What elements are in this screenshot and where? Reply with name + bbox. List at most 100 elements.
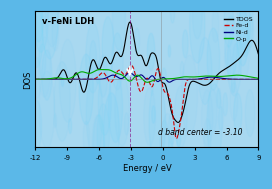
Circle shape <box>223 93 227 116</box>
Fe-d <box>212 78 215 81</box>
Circle shape <box>234 93 242 134</box>
Circle shape <box>224 0 234 47</box>
Ni-d <box>34 78 37 81</box>
Circle shape <box>168 45 171 57</box>
Circle shape <box>61 74 64 87</box>
O-p <box>187 76 191 78</box>
Circle shape <box>83 121 89 153</box>
Circle shape <box>162 114 173 169</box>
Circle shape <box>190 0 205 63</box>
Circle shape <box>198 38 212 105</box>
Circle shape <box>217 88 221 108</box>
Y-axis label: DOS: DOS <box>24 70 33 89</box>
Circle shape <box>207 84 222 160</box>
Circle shape <box>98 71 111 135</box>
Ni-d <box>212 76 215 78</box>
Circle shape <box>90 41 97 74</box>
TDOS <box>57 76 60 78</box>
Circle shape <box>115 75 129 146</box>
Text: d band center = -3.10: d band center = -3.10 <box>158 128 243 136</box>
Circle shape <box>86 73 103 155</box>
TDOS <box>128 21 131 23</box>
Circle shape <box>52 17 59 51</box>
Fe-d <box>132 68 135 70</box>
Circle shape <box>93 115 104 170</box>
Circle shape <box>247 15 254 47</box>
O-p <box>57 77 60 79</box>
Circle shape <box>162 68 166 93</box>
Circle shape <box>239 27 249 79</box>
Circle shape <box>45 0 59 47</box>
Circle shape <box>98 61 101 73</box>
Circle shape <box>39 44 46 77</box>
O-p <box>257 77 260 79</box>
Circle shape <box>174 86 187 148</box>
Circle shape <box>237 0 253 56</box>
TDOS <box>124 38 127 41</box>
Circle shape <box>181 55 197 134</box>
Circle shape <box>245 90 255 137</box>
Circle shape <box>79 54 93 125</box>
Circle shape <box>86 22 100 93</box>
Circle shape <box>42 50 52 100</box>
Circle shape <box>204 119 211 156</box>
Circle shape <box>109 73 123 142</box>
Circle shape <box>42 0 58 59</box>
Line: Ni-d: Ni-d <box>35 73 258 82</box>
TDOS <box>208 82 211 84</box>
Circle shape <box>219 107 223 130</box>
Circle shape <box>149 81 166 163</box>
Circle shape <box>230 82 238 120</box>
TDOS <box>212 78 215 80</box>
Circle shape <box>102 17 114 75</box>
Ni-d <box>187 78 191 81</box>
Circle shape <box>152 106 155 123</box>
Circle shape <box>192 0 202 39</box>
O-p <box>146 81 149 83</box>
Circle shape <box>180 61 184 79</box>
O-p <box>132 77 135 79</box>
Circle shape <box>207 28 220 90</box>
Fe-d <box>257 78 260 81</box>
Circle shape <box>112 33 123 90</box>
Circle shape <box>34 0 48 52</box>
Circle shape <box>124 113 129 135</box>
Text: v-FeNi LDH: v-FeNi LDH <box>42 17 94 26</box>
Circle shape <box>99 55 107 97</box>
Ni-d <box>128 72 131 74</box>
O-p <box>124 77 127 79</box>
Legend: TDOS, Fe-d, Ni-d, O-p: TDOS, Fe-d, Ni-d, O-p <box>222 15 255 43</box>
Fe-d <box>57 78 60 81</box>
O-p <box>208 75 211 77</box>
Circle shape <box>96 63 100 84</box>
Circle shape <box>38 37 51 97</box>
Circle shape <box>39 71 55 148</box>
Fe-d <box>208 78 211 81</box>
Circle shape <box>151 83 153 95</box>
Circle shape <box>92 115 104 173</box>
Circle shape <box>97 104 109 164</box>
Circle shape <box>112 0 125 50</box>
Circle shape <box>183 30 188 58</box>
O-p <box>99 68 102 71</box>
Ni-d <box>132 74 135 76</box>
Line: Fe-d: Fe-d <box>35 65 258 139</box>
Circle shape <box>231 74 235 93</box>
Ni-d <box>57 78 60 81</box>
Circle shape <box>233 44 240 79</box>
Line: TDOS: TDOS <box>35 22 258 122</box>
Circle shape <box>35 0 43 42</box>
Circle shape <box>144 88 155 146</box>
Fe-d <box>130 64 133 67</box>
Line: O-p: O-p <box>35 70 258 82</box>
Circle shape <box>147 33 155 70</box>
Circle shape <box>201 90 213 146</box>
O-p <box>212 75 215 77</box>
Circle shape <box>30 5 43 68</box>
Circle shape <box>160 120 169 165</box>
X-axis label: Energy / eV: Energy / eV <box>122 164 171 173</box>
Circle shape <box>212 9 219 42</box>
Circle shape <box>169 112 175 144</box>
Fe-d <box>34 78 37 81</box>
Circle shape <box>225 16 237 77</box>
